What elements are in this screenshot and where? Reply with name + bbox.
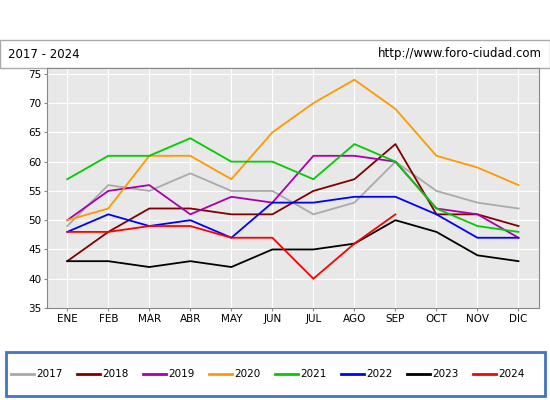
Text: Evolucion del paro registrado en Albondón: Evolucion del paro registrado en Albondó… <box>112 12 438 28</box>
Text: 2017: 2017 <box>36 369 63 379</box>
Text: 2018: 2018 <box>102 369 129 379</box>
Text: 2019: 2019 <box>168 369 195 379</box>
Text: 2017 - 2024: 2017 - 2024 <box>8 48 80 60</box>
Text: 2020: 2020 <box>234 369 260 379</box>
Text: 2021: 2021 <box>300 369 327 379</box>
Text: http://www.foro-ciudad.com: http://www.foro-ciudad.com <box>378 48 542 60</box>
Text: 2022: 2022 <box>366 369 393 379</box>
Text: 2024: 2024 <box>498 369 525 379</box>
Text: 2023: 2023 <box>432 369 459 379</box>
